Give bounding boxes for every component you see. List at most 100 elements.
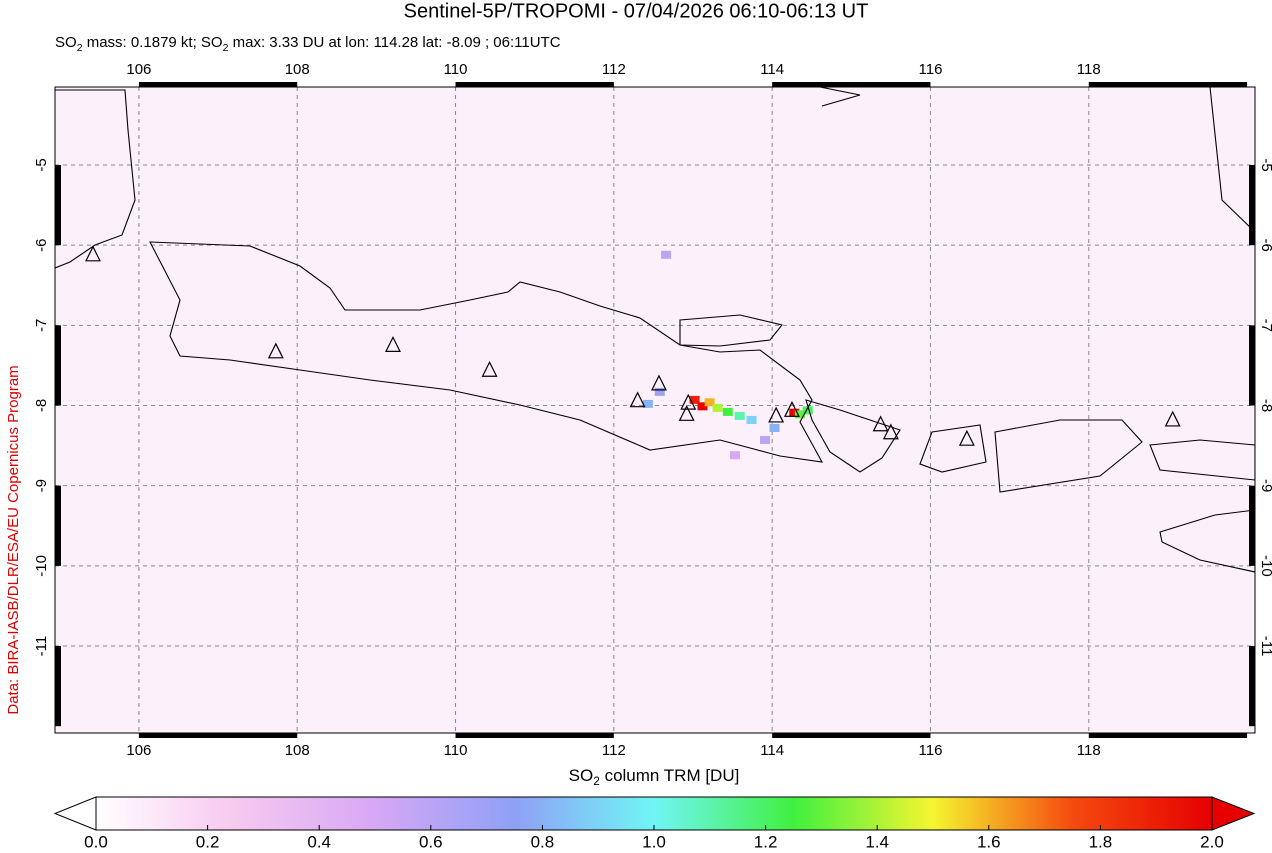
x-tick-label: 108 [285, 61, 310, 78]
map-frame [54, 86, 1256, 734]
text-part: column TRM [DU] [600, 766, 740, 785]
text-part: SO [569, 766, 594, 785]
y-tick-label: -6 [1258, 239, 1272, 252]
frame-bar [772, 733, 931, 738]
volcano [958, 429, 975, 446]
colorbar-tick-label: 0.4 [307, 832, 331, 851]
colorbar-tick-label: 1.8 [1089, 832, 1113, 851]
x-tick-label: 116 [919, 742, 943, 759]
so2-pixel [689, 395, 700, 404]
y-tick-label: -5 [1258, 158, 1272, 171]
frame-bar [1088, 733, 1248, 738]
so2-pixel [746, 415, 757, 424]
volcano [650, 374, 667, 391]
frame-bar [55, 165, 61, 246]
frame-bar [1249, 325, 1255, 406]
frame-bar [55, 485, 61, 566]
colorbar-under [53, 796, 97, 831]
y-tick-label: -11 [1258, 636, 1272, 657]
y-tick-label: -8 [1258, 399, 1272, 412]
colorbar-tick-label: 1.4 [865, 832, 889, 851]
volcano [267, 342, 284, 359]
so2-pixel [734, 411, 745, 420]
y-tick-label: -7 [33, 319, 50, 332]
frame-bar [1249, 646, 1255, 727]
colorbar-tick-label: 1.6 [977, 832, 1001, 851]
x-tick-label: 112 [602, 742, 626, 759]
frame-bar [1088, 82, 1248, 87]
subtitle: SO2 mass: 0.1879 kt; SO2 max: 3.33 DU at… [55, 34, 561, 54]
colorbar-tick-label: 2.0 [1200, 832, 1224, 851]
so2-pixel [794, 410, 805, 419]
volcano [783, 400, 800, 417]
colorbar-over [1211, 796, 1256, 831]
x-tick-label: 110 [444, 742, 468, 759]
x-tick-label: 114 [760, 742, 784, 759]
x-tick-label: 112 [602, 61, 626, 78]
y-tick-label: -8 [33, 399, 50, 412]
so2-pixel [722, 407, 733, 416]
y-tick-label: -10 [1258, 555, 1272, 577]
frame-bar [455, 82, 614, 87]
y-tick-label: -9 [33, 479, 50, 492]
colorbar [95, 796, 1213, 831]
y-tick-label: -6 [33, 239, 50, 252]
colorbar-tick-label: 0.2 [196, 832, 220, 851]
frame-bar [138, 82, 298, 87]
frame-bar [55, 646, 61, 727]
credit: Data: BIRA-IASB/DLR/ESA/EU Copernicus Pr… [5, 365, 22, 714]
text-part: max: 3.33 DU at lon: 114.28 lat: -8.09 ;… [228, 34, 560, 51]
so2-pixel [704, 398, 715, 407]
volcano [385, 336, 401, 352]
y-tick-label: -11 [33, 636, 50, 657]
x-tick-label: 110 [444, 61, 468, 78]
so2-pixel [802, 406, 813, 415]
volcano [1164, 410, 1181, 427]
x-tick-label: 106 [126, 742, 151, 759]
coastlines [55, 87, 1255, 573]
subscript: 2 [593, 774, 600, 788]
volcano [678, 404, 695, 421]
so2-pixel [729, 451, 740, 460]
x-tick-label: 116 [919, 61, 943, 78]
colorbar-label: SO2 column TRM [DU] [569, 766, 740, 788]
x-tick-label: 118 [1077, 742, 1101, 759]
text-part: mass: 0.1879 kt; SO [83, 34, 223, 51]
volcano [85, 245, 101, 262]
so2-pixel [642, 399, 653, 408]
so2-pixel [654, 387, 665, 396]
so2-pixel [769, 423, 780, 432]
text-part: SO [55, 34, 77, 51]
frame-bar [455, 733, 614, 738]
frame-bar [772, 82, 931, 87]
colorbar-tick-label: 1.0 [642, 832, 666, 851]
volcano [481, 360, 498, 377]
so2-pixel [712, 403, 723, 412]
y-tick-label: -10 [33, 555, 50, 577]
subscript: 2 [223, 42, 229, 54]
volcano [768, 406, 785, 423]
colorbar-tick-label: 1.2 [754, 832, 778, 851]
so2-pixel [697, 402, 708, 411]
so2-pixel [789, 408, 800, 417]
so2-pixel [760, 435, 771, 444]
colorbar-tick-label: 0.8 [531, 832, 555, 851]
y-tick-label: -7 [1258, 319, 1272, 332]
volcano [872, 415, 889, 432]
volcano [882, 423, 899, 440]
volcano [629, 391, 646, 408]
frame-bar [138, 733, 298, 738]
x-tick-label: 106 [126, 61, 151, 78]
colorbar-tick-label: 0.0 [84, 832, 108, 851]
colorbar-tick-label: 0.6 [419, 832, 443, 851]
map-background [55, 87, 1255, 733]
subscript: 2 [77, 42, 83, 54]
x-tick-label: 118 [1077, 61, 1101, 78]
x-tick-label: 108 [285, 742, 310, 759]
x-tick-label: 114 [760, 61, 784, 78]
frame-bar [1249, 485, 1255, 566]
y-tick-label: -5 [33, 158, 50, 171]
frame-bar [1249, 165, 1255, 246]
chart-title: Sentinel-5P/TROPOMI - 07/04/2026 06:10-0… [404, 0, 869, 22]
